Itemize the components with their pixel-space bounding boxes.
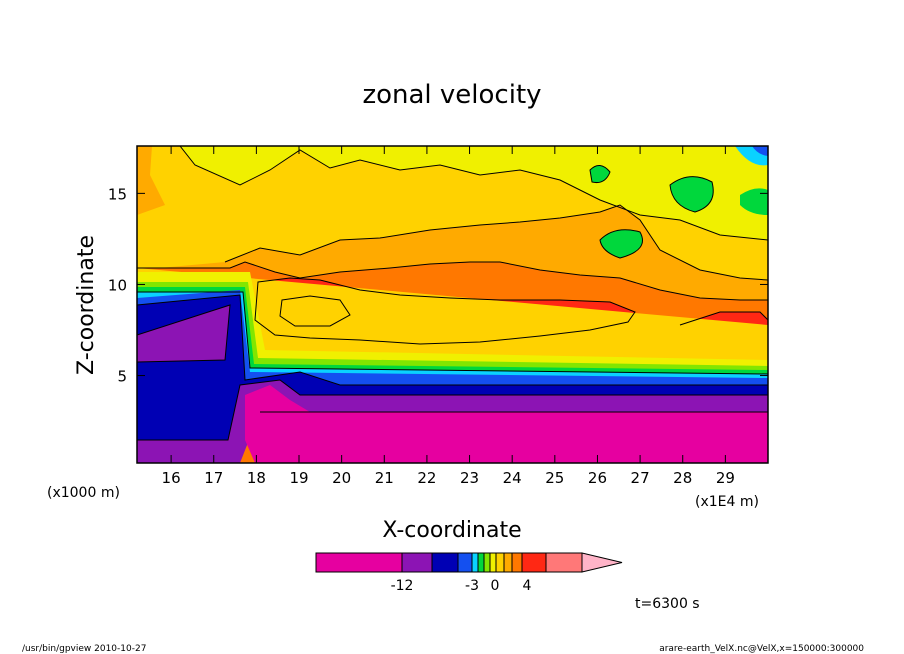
colorbar-label: 0 — [491, 578, 500, 594]
y-axis: 5 10 15 — [108, 185, 768, 386]
colorbar-segment — [401, 552, 433, 573]
x-tick-label: 19 — [289, 469, 308, 487]
colorbar-labels: -12 -3 0 4 — [391, 578, 532, 594]
x-tick-label: 25 — [545, 469, 564, 487]
colorbar-segment — [521, 552, 547, 573]
colorbar-label: 4 — [523, 578, 532, 594]
x-tick-label: 23 — [460, 469, 479, 487]
x-tick-label: 24 — [503, 469, 522, 487]
contour-lines — [137, 146, 768, 441]
footer-left: /usr/bin/gpview 2010-10-27 — [22, 644, 146, 654]
colorbar-segment — [511, 552, 523, 573]
y-tick-label: 15 — [108, 185, 127, 203]
colorbar — [315, 552, 623, 573]
x-tick-label: 16 — [162, 469, 181, 487]
footer-right: arare-earth_VelX.nc@VelX,x=150000:300000 — [659, 644, 864, 654]
colorbar-segment — [495, 552, 505, 573]
region-green-cell-3 — [740, 188, 768, 215]
x-tick-label: 22 — [417, 469, 436, 487]
colorbar-segment — [489, 552, 497, 573]
region-shear-1 — [137, 268, 768, 372]
colorbar-label: -3 — [465, 578, 479, 594]
x-unit-right: (x1E4 m) — [695, 494, 759, 510]
colorbar-segment — [483, 552, 491, 573]
contour-field — [137, 146, 768, 463]
x-tick-label: 21 — [375, 469, 394, 487]
colorbar-segment — [477, 552, 485, 573]
y-tick-label: 5 — [117, 368, 127, 386]
plot-frame — [136, 145, 769, 464]
x-axis: 16 17 18 19 20 21 22 23 24 25 26 27 28 29 — [162, 146, 735, 487]
region-magenta — [245, 385, 768, 463]
region-green-cell-4 — [600, 229, 643, 258]
x-tick-label: 29 — [716, 469, 735, 487]
colorbar-label: -12 — [391, 578, 414, 594]
region-blue-corner — [752, 146, 768, 156]
colorbar-segment — [545, 552, 583, 573]
chart-title: zonal velocity — [362, 80, 541, 110]
x-tick-label: 20 — [332, 469, 351, 487]
colorbar-segment — [431, 552, 459, 573]
region-green-cell-1 — [590, 165, 610, 183]
colorbar-segment — [471, 552, 479, 573]
region-purple — [137, 305, 768, 463]
x-tick-label: 27 — [631, 469, 650, 487]
colorbar-segment — [503, 552, 513, 573]
colorbar-segment — [315, 552, 403, 573]
region-dark-blue — [137, 295, 768, 445]
x-tick-label: 26 — [588, 469, 607, 487]
region-green-cell-2 — [670, 176, 714, 212]
x-unit-left: (x1000 m) — [47, 485, 120, 501]
x-axis-label: X-coordinate — [382, 518, 521, 543]
time-label: t=6300 s — [635, 596, 700, 612]
colorbar-arrow — [581, 552, 623, 573]
colorbar-segment — [457, 552, 473, 573]
y-axis-label: Z-coordinate — [74, 235, 99, 375]
x-tick-label: 17 — [204, 469, 223, 487]
y-tick-label: 10 — [108, 276, 127, 294]
x-tick-label: 18 — [247, 469, 266, 487]
region-orange-upper — [137, 146, 165, 215]
x-tick-label: 28 — [673, 469, 692, 487]
